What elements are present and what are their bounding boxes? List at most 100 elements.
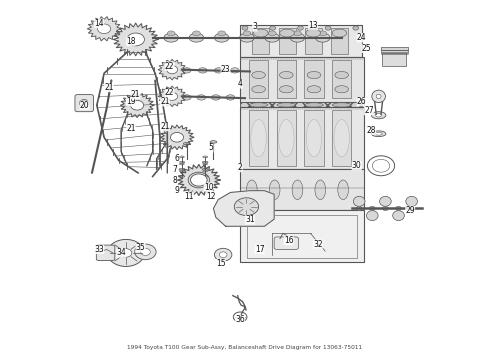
Text: 21: 21 [131, 90, 141, 99]
Ellipse shape [269, 31, 276, 36]
Text: 4: 4 [238, 80, 243, 89]
Circle shape [188, 172, 210, 188]
Ellipse shape [376, 94, 381, 99]
Circle shape [167, 66, 177, 73]
Text: 6: 6 [174, 154, 179, 163]
Circle shape [215, 248, 232, 261]
Circle shape [395, 206, 401, 211]
Ellipse shape [334, 120, 349, 157]
Polygon shape [214, 191, 274, 226]
Text: 25: 25 [362, 44, 371, 53]
Ellipse shape [179, 168, 185, 170]
Text: 15: 15 [216, 259, 225, 268]
Text: 12: 12 [206, 192, 216, 201]
Circle shape [141, 248, 150, 256]
Bar [252, 28, 270, 54]
Text: 30: 30 [352, 161, 362, 170]
Ellipse shape [182, 95, 191, 100]
Bar [381, 46, 408, 50]
Polygon shape [160, 125, 194, 149]
Ellipse shape [197, 95, 206, 100]
Ellipse shape [249, 103, 268, 107]
Ellipse shape [367, 211, 378, 221]
Text: 21: 21 [160, 97, 170, 106]
Ellipse shape [183, 143, 190, 145]
Bar [240, 25, 362, 57]
Ellipse shape [278, 120, 294, 157]
Ellipse shape [380, 196, 391, 206]
Text: 18: 18 [126, 37, 136, 46]
Circle shape [356, 206, 362, 211]
Text: 28: 28 [367, 126, 376, 135]
Polygon shape [158, 59, 186, 80]
Bar [240, 107, 364, 169]
Circle shape [171, 132, 184, 142]
Ellipse shape [279, 86, 293, 93]
Circle shape [120, 249, 132, 257]
Ellipse shape [316, 33, 330, 42]
Text: 32: 32 [313, 239, 323, 248]
Circle shape [98, 24, 111, 33]
Ellipse shape [182, 68, 191, 73]
Text: 35: 35 [136, 243, 146, 252]
Ellipse shape [210, 141, 217, 143]
Ellipse shape [375, 132, 382, 135]
Text: 17: 17 [255, 245, 265, 254]
Circle shape [383, 206, 388, 211]
Circle shape [107, 239, 145, 266]
Text: 29: 29 [405, 206, 415, 215]
Circle shape [167, 66, 177, 74]
Text: 3: 3 [252, 22, 257, 31]
FancyBboxPatch shape [75, 95, 94, 112]
Circle shape [131, 100, 144, 110]
Bar [304, 60, 324, 98]
Ellipse shape [406, 196, 417, 206]
Text: 22: 22 [165, 88, 174, 97]
Circle shape [242, 26, 248, 30]
FancyBboxPatch shape [274, 237, 298, 249]
Ellipse shape [179, 170, 184, 172]
Ellipse shape [252, 86, 266, 93]
Text: 9: 9 [174, 186, 179, 195]
Bar [240, 169, 364, 210]
Text: 23: 23 [221, 65, 230, 74]
Circle shape [194, 176, 204, 184]
Ellipse shape [202, 168, 208, 170]
Text: 22: 22 [165, 62, 174, 71]
Ellipse shape [226, 95, 235, 100]
Text: 10: 10 [204, 183, 213, 192]
Bar [332, 109, 351, 166]
Circle shape [167, 93, 177, 100]
Circle shape [128, 34, 143, 45]
Ellipse shape [306, 29, 320, 37]
Circle shape [127, 33, 145, 46]
Polygon shape [177, 165, 220, 195]
Ellipse shape [270, 180, 280, 199]
Ellipse shape [315, 180, 326, 199]
Ellipse shape [371, 112, 386, 119]
Ellipse shape [164, 33, 178, 42]
Ellipse shape [279, 72, 293, 78]
Ellipse shape [280, 29, 294, 37]
Ellipse shape [202, 176, 208, 177]
Bar [331, 28, 348, 54]
Circle shape [99, 25, 109, 32]
Bar [276, 60, 296, 98]
Bar [278, 28, 295, 54]
Ellipse shape [203, 163, 208, 165]
Ellipse shape [193, 31, 200, 36]
Text: 1994 Toyota T100 Gear Sub-Assy, Balanceshaft Drive Diagram for 13063-75011: 1994 Toyota T100 Gear Sub-Assy, Balances… [127, 346, 363, 350]
Text: 34: 34 [116, 248, 126, 257]
Ellipse shape [290, 33, 305, 42]
Ellipse shape [252, 72, 266, 78]
Ellipse shape [253, 29, 268, 37]
Ellipse shape [230, 68, 239, 73]
Text: 8: 8 [172, 176, 177, 185]
Ellipse shape [335, 72, 348, 78]
Text: 21: 21 [126, 124, 136, 133]
Text: 13: 13 [308, 21, 318, 30]
Text: 19: 19 [126, 97, 136, 106]
Bar [249, 109, 269, 166]
Circle shape [353, 26, 359, 30]
Ellipse shape [353, 196, 365, 206]
